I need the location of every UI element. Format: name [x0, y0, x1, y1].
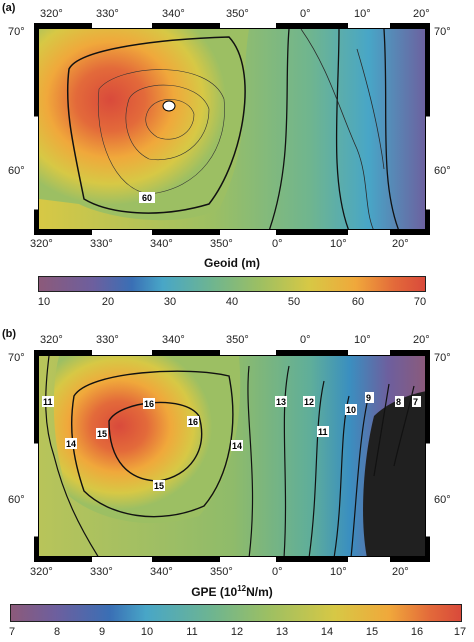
gpe-map: 11 14 15 16 16 15 14 13 12 11 10 9 8 7: [38, 355, 426, 557]
geoid-colorbar-tick: 10: [37, 296, 51, 308]
lon-label: 350°: [210, 238, 233, 250]
lon-label: 330°: [90, 566, 113, 578]
geoid-colorbar-tick: 30: [163, 296, 177, 308]
gpe-contour-label: 8: [396, 397, 401, 407]
lon-label: 340°: [150, 238, 173, 250]
lon-label: 340°: [162, 8, 185, 20]
lat-label-right: 60°: [434, 494, 451, 506]
lon-label: 20°: [392, 566, 409, 578]
lat-label-right: 70°: [434, 352, 451, 364]
geoid-map: 60: [38, 28, 426, 230]
gpe-contour-label: 14: [66, 439, 76, 449]
geoid-colorbar-tick: 20: [101, 296, 115, 308]
lon-label: 20°: [392, 238, 409, 250]
lon-label: 0°: [300, 8, 311, 20]
geoid-colorbar-tick: 70: [413, 296, 427, 308]
gpe-colorbar-tick: 17: [453, 626, 467, 638]
lon-label: 10°: [354, 334, 371, 346]
gpe-colorbar-tick: 14: [320, 626, 334, 638]
map-frame-right: [425, 23, 430, 235]
gpe-colorbar-tick: 10: [140, 626, 154, 638]
gpe-contour-label: 10: [346, 405, 356, 415]
lon-label: 320°: [30, 238, 53, 250]
gpe-contour-label: 11: [318, 427, 328, 437]
lon-label: 330°: [96, 8, 119, 20]
lat-label-left: 60°: [8, 165, 25, 177]
gpe-title-main: GPE (10: [191, 585, 238, 599]
geoid-colorbar-tick: 60: [351, 296, 365, 308]
geoid-colorbar: [38, 276, 426, 292]
gpe-colorbar-tick: 8: [53, 626, 61, 638]
lon-label: 20°: [413, 8, 430, 20]
lat-label-left: 60°: [8, 494, 25, 506]
geoid-contour-label: 60: [142, 193, 152, 203]
lon-label: 340°: [150, 566, 173, 578]
lon-label: 10°: [330, 566, 347, 578]
lon-label: 0°: [300, 334, 311, 346]
gpe-contour-label: 12: [304, 397, 314, 407]
lat-label-left: 70°: [8, 352, 25, 364]
lat-label-left: 70°: [8, 26, 25, 38]
lon-label: 320°: [40, 334, 63, 346]
lon-label: 20°: [413, 334, 430, 346]
gpe-colorbar-tick: 9: [98, 626, 106, 638]
lat-label-right: 70°: [434, 26, 451, 38]
geoid-colorbar-title: Geoid (m): [204, 256, 260, 270]
lon-label: 10°: [330, 238, 347, 250]
lon-label: 10°: [354, 8, 371, 20]
lon-label: 350°: [226, 8, 249, 20]
gpe-colorbar-tick: 11: [186, 626, 198, 638]
panel-a-label: (a): [2, 2, 16, 14]
lon-label: 0°: [272, 566, 283, 578]
lon-label: 0°: [272, 238, 283, 250]
gpe-title-exponent: 12: [237, 584, 247, 593]
map-frame-right: [425, 350, 430, 562]
gpe-colorbar-tick: 12: [230, 626, 244, 638]
panel-b-label: (b): [2, 328, 17, 340]
gpe-contour-label: 13: [276, 397, 286, 407]
gpe-colorbar-tick: 13: [275, 626, 289, 638]
lon-label: 330°: [96, 334, 119, 346]
gpe-colorbar: [10, 604, 462, 622]
gpe-colorbar-title: GPE (1012N/m): [191, 584, 273, 599]
map-frame-bottom: [34, 230, 430, 235]
gpe-contour-label: 9: [366, 393, 371, 403]
lon-label: 350°: [226, 334, 249, 346]
gpe-contour-label: 15: [97, 429, 107, 439]
map-frame-top: [34, 23, 430, 28]
gpe-title-unit: N/m): [246, 585, 273, 599]
gpe-colorbar-tick: 7: [8, 626, 16, 638]
gpe-contour-label: 11: [43, 397, 53, 407]
map-frame-left: [34, 350, 39, 562]
geoid-colorbar-tick: 50: [287, 296, 301, 308]
gpe-contour-label: 16: [188, 417, 198, 427]
map-frame-left: [34, 23, 39, 235]
gpe-contour-label: 14: [232, 441, 242, 451]
lat-label-right: 60°: [434, 165, 451, 177]
lon-label: 340°: [162, 334, 185, 346]
lon-label: 330°: [90, 238, 113, 250]
gpe-colorbar-tick: 16: [410, 626, 424, 638]
map-frame-bottom: [34, 557, 430, 562]
gpe-contour-label: 16: [144, 399, 154, 409]
gpe-colorbar-tick: 15: [365, 626, 379, 638]
gpe-contour-label: 15: [154, 481, 164, 491]
lon-label: 320°: [40, 8, 63, 20]
map-frame-top: [34, 350, 430, 355]
lon-label: 320°: [30, 566, 53, 578]
gpe-contour-label: 7: [413, 397, 418, 407]
lon-label: 350°: [210, 566, 233, 578]
geoid-colorbar-tick: 40: [225, 296, 239, 308]
